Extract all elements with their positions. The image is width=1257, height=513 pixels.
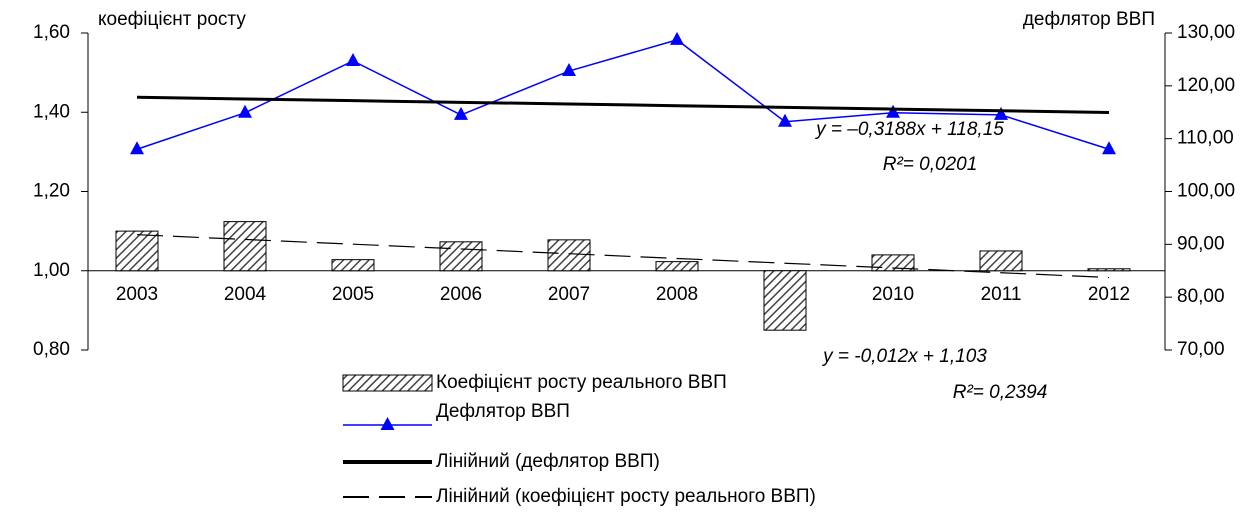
bar bbox=[979, 250, 1023, 272]
bar bbox=[331, 259, 375, 272]
bar bbox=[763, 270, 807, 331]
annotation: y = –0,3188x + 118,15 bbox=[814, 119, 1004, 140]
marker bbox=[886, 104, 900, 118]
y2-tick-label: 70,00 bbox=[1177, 339, 1225, 360]
bar bbox=[115, 230, 159, 272]
bar bbox=[871, 254, 915, 272]
y-tick-label: 1,60 bbox=[33, 22, 70, 43]
bar bbox=[547, 239, 591, 272]
x-tick-label: 2007 bbox=[548, 284, 590, 305]
bar bbox=[1087, 268, 1131, 272]
y-tick-label: 1,20 bbox=[33, 181, 70, 202]
annotation: y = -0,012x + 1,103 bbox=[821, 346, 987, 367]
x-tick-label: 2004 bbox=[224, 284, 267, 305]
annotation: R²= 0,0201 bbox=[883, 154, 978, 175]
x-tick-label: 2010 bbox=[872, 284, 914, 305]
y2-tick-label: 90,00 bbox=[1177, 233, 1225, 254]
bar bbox=[223, 221, 267, 272]
legend-label: Лінійний (коефіцієнт росту реального ВВП… bbox=[436, 486, 816, 507]
trend-line bbox=[136, 95, 1110, 114]
y2-tick-label: 100,00 bbox=[1177, 181, 1235, 202]
legend-label: Коефіцієнт росту реального ВВП bbox=[436, 372, 727, 393]
legend-label: Лінійний (дефлятор ВВП) bbox=[436, 451, 660, 472]
x-tick-label: 2011 bbox=[981, 284, 1022, 305]
data-line bbox=[136, 39, 1110, 150]
y-tick-label: 1,00 bbox=[33, 260, 70, 281]
bar bbox=[655, 261, 699, 272]
y2-tick-label: 130,00 bbox=[1177, 22, 1235, 43]
x-tick-label: 2008 bbox=[656, 284, 698, 305]
x-tick-label: 2005 bbox=[332, 284, 374, 305]
y-tick-label: 0,80 bbox=[33, 339, 70, 360]
legend-label: Дефлятор ВВП bbox=[436, 401, 570, 422]
y2-tick-label: 120,00 bbox=[1177, 75, 1235, 96]
marker bbox=[238, 104, 252, 118]
y2-tick-label: 110,00 bbox=[1177, 128, 1234, 149]
marker bbox=[670, 31, 684, 45]
bar bbox=[439, 241, 483, 272]
marker bbox=[130, 141, 144, 155]
y2-tick-label: 80,00 bbox=[1177, 286, 1225, 307]
y2-axis-title: дефлятор ВВП bbox=[1023, 9, 1155, 30]
x-tick-label: 2003 bbox=[116, 284, 158, 305]
trend-line-dashed bbox=[136, 234, 1110, 279]
legend-marker bbox=[380, 417, 395, 430]
annotation: R²= 0,2394 bbox=[953, 382, 1048, 403]
marker bbox=[1102, 141, 1116, 155]
y-tick-label: 1,40 bbox=[33, 101, 70, 122]
marker bbox=[346, 53, 360, 67]
marker bbox=[994, 106, 1008, 120]
marker bbox=[778, 113, 792, 127]
y-axis-title: коефіцієнт росту bbox=[98, 9, 246, 30]
legend-swatch bbox=[342, 374, 433, 392]
marker bbox=[562, 63, 576, 77]
marker bbox=[454, 106, 468, 120]
x-tick-label: 2006 bbox=[440, 284, 482, 305]
x-tick-label: 2012 bbox=[1088, 284, 1130, 305]
